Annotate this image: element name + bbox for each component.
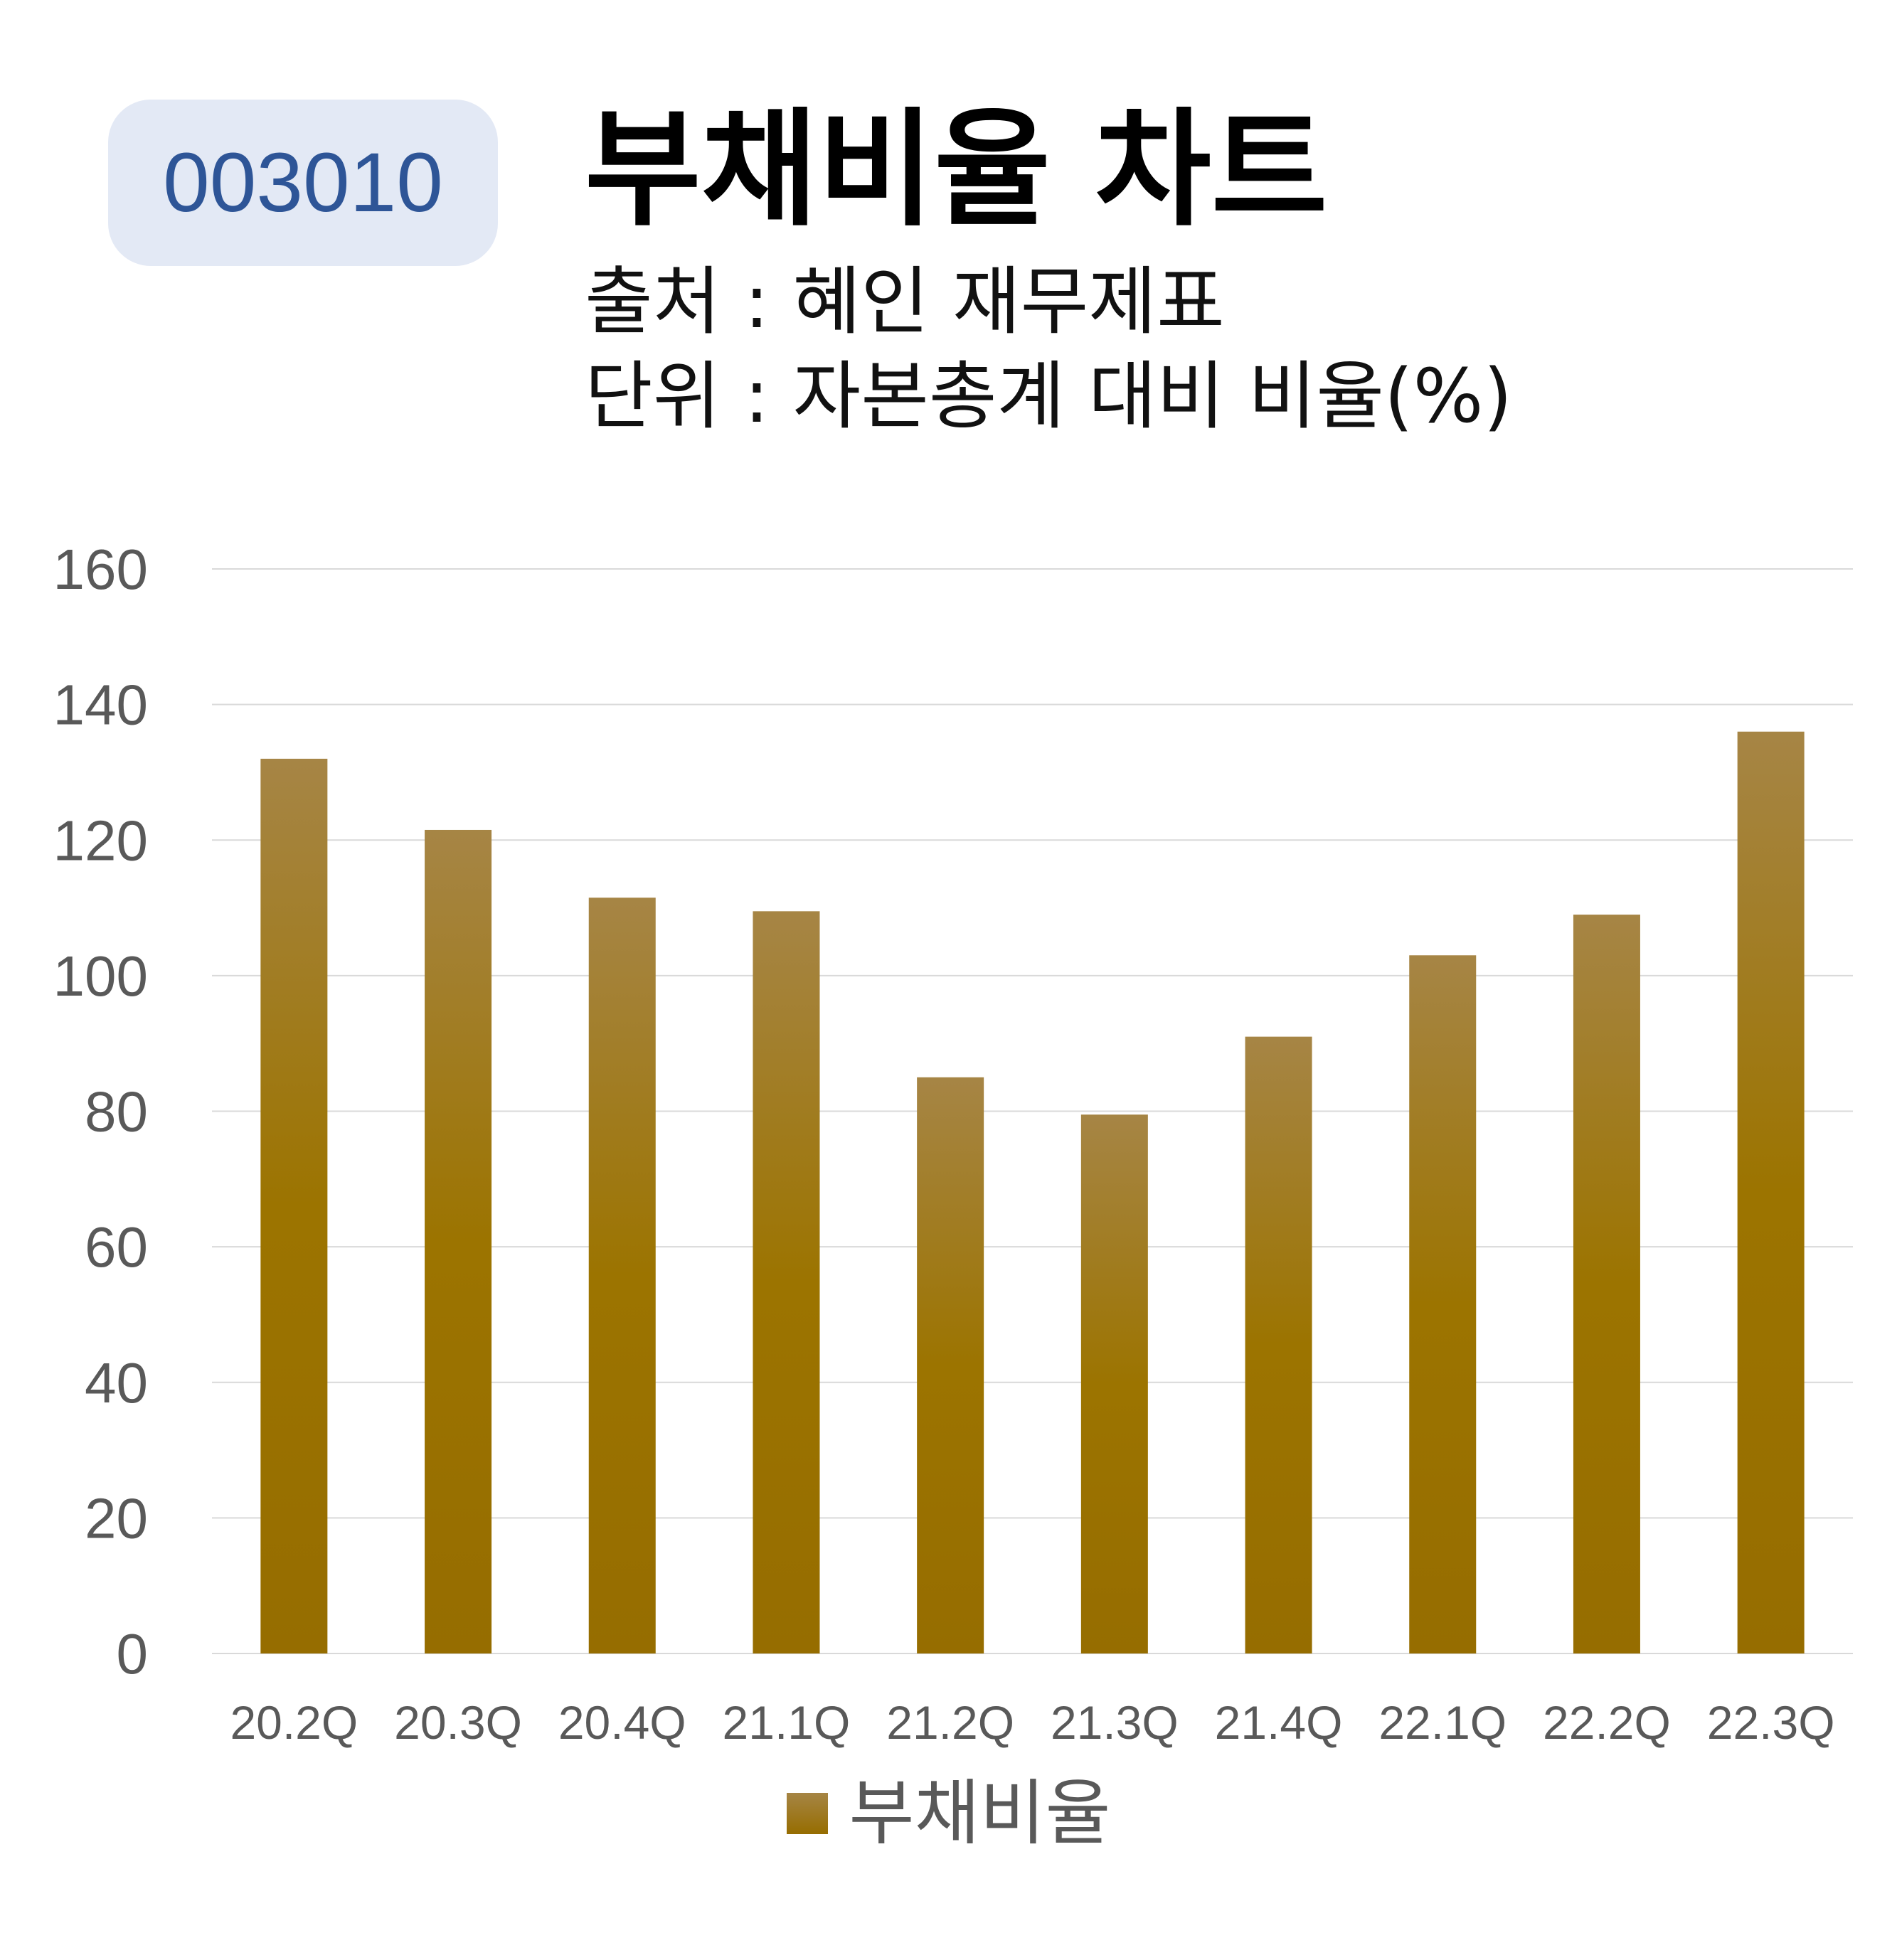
bar-22.3Q bbox=[1737, 731, 1805, 1653]
y-tick-label: 120 bbox=[53, 809, 148, 872]
bar-20.3Q bbox=[425, 829, 492, 1653]
x-tick-label: 20.4Q bbox=[558, 1696, 686, 1749]
y-tick-label: 40 bbox=[85, 1351, 148, 1415]
x-tick-label: 22.2Q bbox=[1543, 1696, 1671, 1749]
x-tick-label: 20.3Q bbox=[394, 1696, 522, 1749]
x-tick-label: 20.2Q bbox=[230, 1696, 358, 1749]
y-tick-label: 0 bbox=[117, 1622, 149, 1685]
x-tick-label: 21.2Q bbox=[886, 1696, 1014, 1749]
bar-21.4Q bbox=[1245, 1036, 1312, 1653]
source-text: 출처 : 혜인 재무제표 bbox=[585, 258, 1225, 345]
x-tick-label: 21.1Q bbox=[723, 1696, 851, 1749]
bar-22.2Q bbox=[1573, 915, 1640, 1653]
stock-code-badge: 003010 bbox=[108, 100, 498, 266]
y-tick-label: 140 bbox=[53, 673, 148, 737]
bar-21.2Q bbox=[917, 1077, 984, 1653]
y-tick-label: 60 bbox=[85, 1215, 148, 1279]
bar-20.4Q bbox=[588, 898, 656, 1653]
bar-22.1Q bbox=[1409, 955, 1477, 1653]
bars bbox=[260, 731, 1805, 1653]
y-tick-label: 80 bbox=[85, 1080, 148, 1144]
legend: 부채비율 bbox=[0, 1778, 1897, 1849]
bar-21.1Q bbox=[753, 911, 820, 1653]
x-axis-ticks: 20.2Q 20.3Q 20.4Q 21.1Q 21.2Q 21.3Q 21.4Q 22.1Q… bbox=[230, 1696, 1834, 1749]
x-tick-label: 21.4Q bbox=[1215, 1696, 1343, 1749]
y-tick-label: 160 bbox=[53, 538, 148, 601]
legend-swatch bbox=[786, 1793, 828, 1834]
chart-title: 부채비율 차트 bbox=[585, 96, 1328, 243]
y-tick-label: 20 bbox=[85, 1486, 148, 1550]
x-tick-label: 22.3Q bbox=[1707, 1696, 1835, 1749]
bar-20.2Q bbox=[260, 758, 328, 1653]
x-tick-label: 21.3Q bbox=[1051, 1696, 1179, 1749]
stock-code: 003010 bbox=[163, 136, 443, 230]
unit-text: 단위 : 자본총계 대비 비율(%) bbox=[585, 353, 1513, 440]
y-axis-ticks: 0 20 40 60 80 100 120 140 160 bbox=[53, 538, 148, 1685]
x-tick-label: 22.1Q bbox=[1378, 1696, 1507, 1749]
bar-21.3Q bbox=[1080, 1114, 1148, 1653]
y-tick-label: 100 bbox=[53, 944, 148, 1008]
legend-label: 부채비율 bbox=[849, 1772, 1111, 1855]
